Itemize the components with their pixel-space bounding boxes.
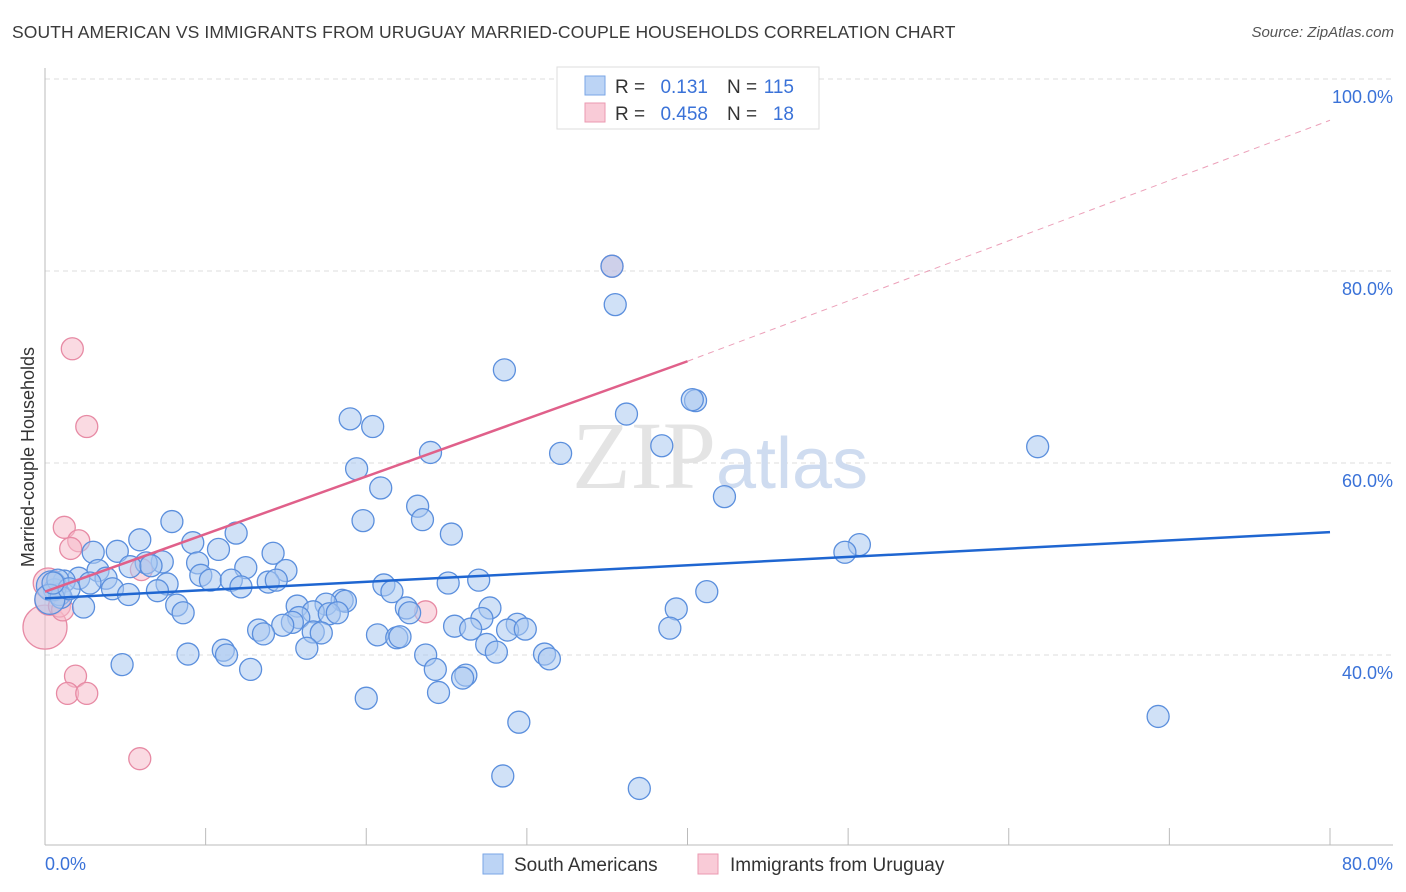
data-point bbox=[537, 647, 562, 671]
data-point bbox=[388, 625, 412, 649]
x-axis-ticks bbox=[205, 828, 1331, 845]
data-point bbox=[52, 515, 76, 539]
data-point bbox=[198, 568, 223, 592]
legend-n-value: 18 bbox=[773, 104, 794, 125]
data-point bbox=[271, 613, 295, 637]
data-point bbox=[251, 622, 276, 646]
stats-legend: R = 0.131 N = 115 R = 0.458 N = 18 bbox=[556, 66, 820, 130]
chart-title: SOUTH AMERICAN VS IMMIGRANTS FROM URUGUA… bbox=[12, 22, 956, 42]
trend-lines bbox=[44, 119, 1331, 600]
data-point bbox=[397, 601, 422, 625]
series-legend: South Americans Immigrants from Uruguay bbox=[482, 853, 945, 876]
y-tick-label: 100.0% bbox=[1332, 87, 1393, 107]
trend-line bbox=[44, 530, 1331, 600]
data-point bbox=[410, 507, 435, 532]
data-point bbox=[59, 536, 83, 561]
data-point bbox=[600, 254, 624, 278]
data-point bbox=[238, 657, 263, 682]
data-point bbox=[71, 595, 96, 619]
data-point bbox=[1026, 435, 1050, 459]
data-point bbox=[658, 616, 682, 640]
data-point bbox=[365, 623, 390, 647]
data-point bbox=[139, 554, 163, 578]
data-point bbox=[351, 508, 375, 533]
data-point bbox=[695, 579, 719, 604]
legend-r-value: 0.458 bbox=[660, 104, 708, 125]
data-point bbox=[60, 337, 84, 361]
data-point bbox=[75, 414, 99, 439]
data-point bbox=[439, 522, 464, 546]
data-point bbox=[128, 528, 152, 552]
data-point bbox=[450, 666, 475, 690]
data-point bbox=[338, 407, 362, 431]
y-tick-label: 60.0% bbox=[1342, 471, 1393, 491]
legend-n-label: N = bbox=[727, 77, 757, 98]
data-point bbox=[369, 476, 393, 500]
data-point bbox=[467, 568, 491, 592]
legend-n-label: N = bbox=[727, 104, 757, 125]
legend-label-uruguay: Immigrants from Uruguay bbox=[730, 855, 945, 876]
y-axis-label: Married-couple Households bbox=[18, 347, 38, 567]
source-label: Source: ZipAtlas.com bbox=[1251, 24, 1394, 41]
y-axis-tick-labels: 40.0% 60.0% 80.0% 100.0% bbox=[1332, 87, 1393, 683]
data-point bbox=[627, 776, 651, 801]
data-point bbox=[833, 540, 857, 564]
data-point bbox=[484, 640, 509, 664]
series-immigrants-uruguay bbox=[22, 254, 624, 771]
legend-swatch-pink bbox=[584, 102, 606, 123]
data-point bbox=[214, 643, 239, 667]
data-point bbox=[261, 541, 285, 565]
data-point bbox=[423, 657, 447, 682]
data-point bbox=[712, 484, 737, 509]
data-point bbox=[206, 537, 231, 562]
data-point bbox=[309, 621, 333, 645]
data-point bbox=[426, 680, 451, 705]
data-point bbox=[614, 402, 639, 426]
data-point bbox=[361, 414, 385, 439]
data-point bbox=[128, 747, 152, 771]
x-tick-label-min: 0.0% bbox=[45, 854, 86, 874]
data-point bbox=[354, 686, 378, 710]
legend-n-value: 115 bbox=[764, 77, 794, 98]
data-point bbox=[1146, 704, 1170, 729]
y-tick-label: 80.0% bbox=[1342, 279, 1393, 299]
data-point bbox=[171, 601, 195, 625]
trend-line bbox=[44, 360, 688, 593]
data-point bbox=[105, 539, 129, 563]
legend-r-label: R = bbox=[615, 77, 645, 98]
data-point bbox=[650, 434, 674, 458]
data-point bbox=[176, 642, 200, 666]
x-tick-label-max: 80.0% bbox=[1342, 854, 1393, 874]
data-point bbox=[110, 652, 134, 677]
data-point bbox=[491, 764, 515, 788]
data-point bbox=[41, 571, 65, 595]
data-point bbox=[160, 509, 184, 534]
legend-r-value: 0.131 bbox=[660, 77, 708, 98]
data-point bbox=[295, 636, 319, 660]
data-point bbox=[75, 681, 99, 706]
trend-line-extension bbox=[687, 119, 1331, 362]
legend-label-south-americans: South Americans bbox=[514, 855, 658, 876]
data-point bbox=[459, 617, 483, 641]
y-tick-label: 40.0% bbox=[1342, 663, 1393, 683]
data-point bbox=[603, 292, 627, 317]
data-point bbox=[492, 358, 517, 382]
data-point bbox=[680, 387, 704, 412]
data-point bbox=[145, 579, 170, 603]
data-point bbox=[507, 710, 531, 734]
data-point bbox=[436, 571, 460, 595]
data-point bbox=[513, 617, 537, 641]
legend-r-label: R = bbox=[615, 104, 645, 125]
legend-swatch-uruguay bbox=[697, 853, 719, 875]
series-south-americans bbox=[34, 254, 1170, 801]
legend-swatch-south-americans bbox=[482, 853, 504, 875]
data-point bbox=[325, 601, 349, 625]
data-point bbox=[548, 441, 573, 466]
legend-swatch-blue bbox=[584, 75, 606, 96]
